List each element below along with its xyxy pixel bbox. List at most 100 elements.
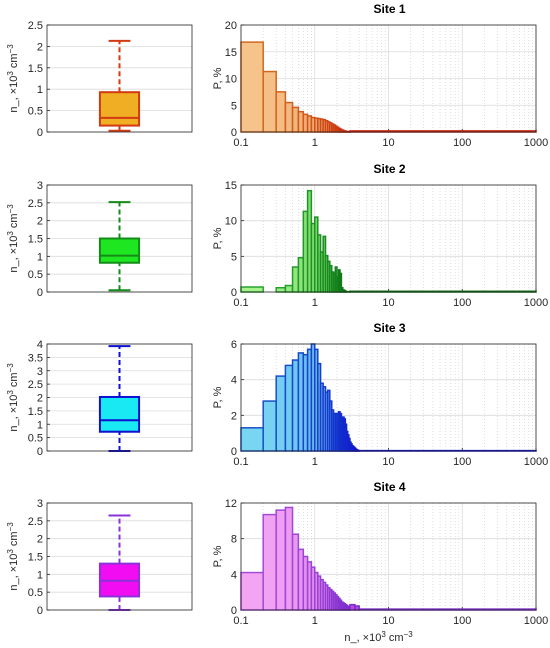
histogram-panel-site-2: 0 5 10 15 0.1 1 10 100 1000 Site 2 P, % [212,162,548,309]
x-axis-label-part: n_, ×10 [344,632,381,644]
y-tick-label: 4 [231,569,237,581]
chart-title: Site 4 [373,480,405,494]
y-axis-label-part: cm [8,213,20,231]
y-axis-label-part: n_, ×10 [8,554,20,591]
y-tick-label: 6 [231,339,237,351]
x-tick-label: 100 [453,297,471,309]
histogram-bar [291,533,300,611]
x-tick-label: 1 [312,297,318,309]
y-axis-label-part: 3 [6,71,15,76]
y-tick-label: 0 [231,605,237,617]
chart-title: Site 1 [373,2,405,16]
x-tick-label: 0.1 [233,456,248,468]
iqr-box [98,237,141,264]
y-tick-label: 10 [225,74,237,86]
x-axis-label-part: cm [386,632,404,644]
y-axis-label: P, % [212,227,224,249]
histogram-bar [262,70,277,133]
axes-frame [240,24,537,133]
y-tick-label: 3.5 [28,352,43,364]
histogram-bar [291,359,300,452]
y-axis-label-part: 3 [6,231,15,236]
histogram-bar [240,286,264,293]
boxplot-panel-site-1: 0 0.5 1 1.5 2 2.5 n_, ×103 cm−3 [6,20,193,139]
y-axis-label-part: −3 [6,44,15,54]
y-tick-label: 0.5 [28,106,43,118]
x-tick-label: 1 [312,137,318,149]
histogram-bar [275,375,287,452]
y-axis-label-part: −3 [6,363,15,373]
histogram-bar [284,506,294,611]
x-tick-label: 100 [453,137,471,149]
axes-frame [46,343,193,452]
y-axis-label: n_, ×103 cm−3 [6,44,20,113]
y-tick-label: 2.5 [28,379,43,391]
y-tick-label: 1.5 [28,406,43,418]
x-tick-label: 100 [453,456,471,468]
histogram-bar [262,400,277,452]
y-axis-label-part: cm [8,372,20,390]
y-tick-label: 3 [37,366,43,378]
y-tick-label: 1.5 [28,552,43,564]
y-axis-label-part: 3 [6,390,15,395]
y-tick-label: 4 [231,375,237,387]
histogram-bar [240,427,264,452]
y-tick-label: 2 [37,216,43,228]
y-tick-label: 1.5 [28,234,43,246]
y-tick-label: 0 [231,287,237,299]
x-tick-label: 1000 [524,297,548,309]
y-axis-label-part: −3 [6,204,15,214]
y-tick-label: 4 [37,339,43,351]
y-tick-label: 1 [37,419,43,431]
boxplot-panel-site-3: 00.511.522.533.54n_, ×103 cm−3 [6,339,193,458]
y-tick-label: 2.5 [28,20,43,32]
y-tick-label: 0 [231,446,237,458]
y-axis-label: P, % [212,67,224,89]
y-axis-label-part: n_, ×10 [8,395,20,432]
y-tick-label: 0.5 [28,433,43,445]
histogram-panel-site-1: 0 5 10 15 20 0.1 1 10 100 1000 Site 1 P, % [212,2,548,149]
y-tick-label: 0.5 [28,587,43,599]
y-tick-label: 0 [37,446,43,458]
y-tick-label: 3 [37,180,43,192]
histogram-bar [262,513,277,611]
y-tick-label: 1 [37,84,43,96]
y-tick-label: 12 [225,498,237,510]
x-tick-label: 1000 [524,456,548,468]
x-axis-label-part: 3 [381,630,386,639]
y-tick-label: 2 [37,393,43,405]
y-tick-label: 2 [37,41,43,53]
x-tick-label: 10 [382,456,394,468]
y-tick-label: 2 [231,410,237,422]
x-tick-label: 0.1 [233,137,248,149]
y-axis-label: n_, ×103 cm−3 [6,363,20,432]
x-tick-label: 1 [312,615,318,627]
axes-frame [46,24,193,133]
axes-frame [46,502,193,611]
y-tick-label: 3 [37,498,43,510]
y-tick-label: 10 [225,216,237,228]
y-tick-label: 1 [37,251,43,263]
y-axis-label-part: n_, ×10 [8,236,20,273]
x-tick-label: 1000 [524,615,548,627]
histogram-bar [240,41,264,133]
y-axis-label: P, % [212,386,224,408]
x-tick-label: 100 [453,615,471,627]
y-axis-label: n_, ×103 cm−3 [6,204,20,273]
y-axis-label-part: cm [8,53,20,71]
y-tick-label: 1.5 [28,63,43,75]
y-axis-label-part: n_, ×10 [8,76,20,113]
y-tick-label: 0.5 [28,269,43,281]
x-tick-label: 0.1 [233,297,248,309]
histogram-panel-site-3: 0 2 4 6 0.1 1 10 100 1000 Site 3 P, % [212,321,548,468]
x-tick-label: 10 [382,137,394,149]
x-tick-label: 0.1 [233,615,248,627]
histogram-bar [275,91,287,133]
y-tick-label: 1 [37,569,43,581]
boxplot-panel-site-4: 00.511.522.53n_, ×103 cm−3 [6,498,193,617]
y-tick-label: 20 [225,20,237,32]
y-tick-label: 5 [231,100,237,112]
x-tick-label: 1 [312,456,318,468]
y-tick-label: 2.5 [28,198,43,210]
